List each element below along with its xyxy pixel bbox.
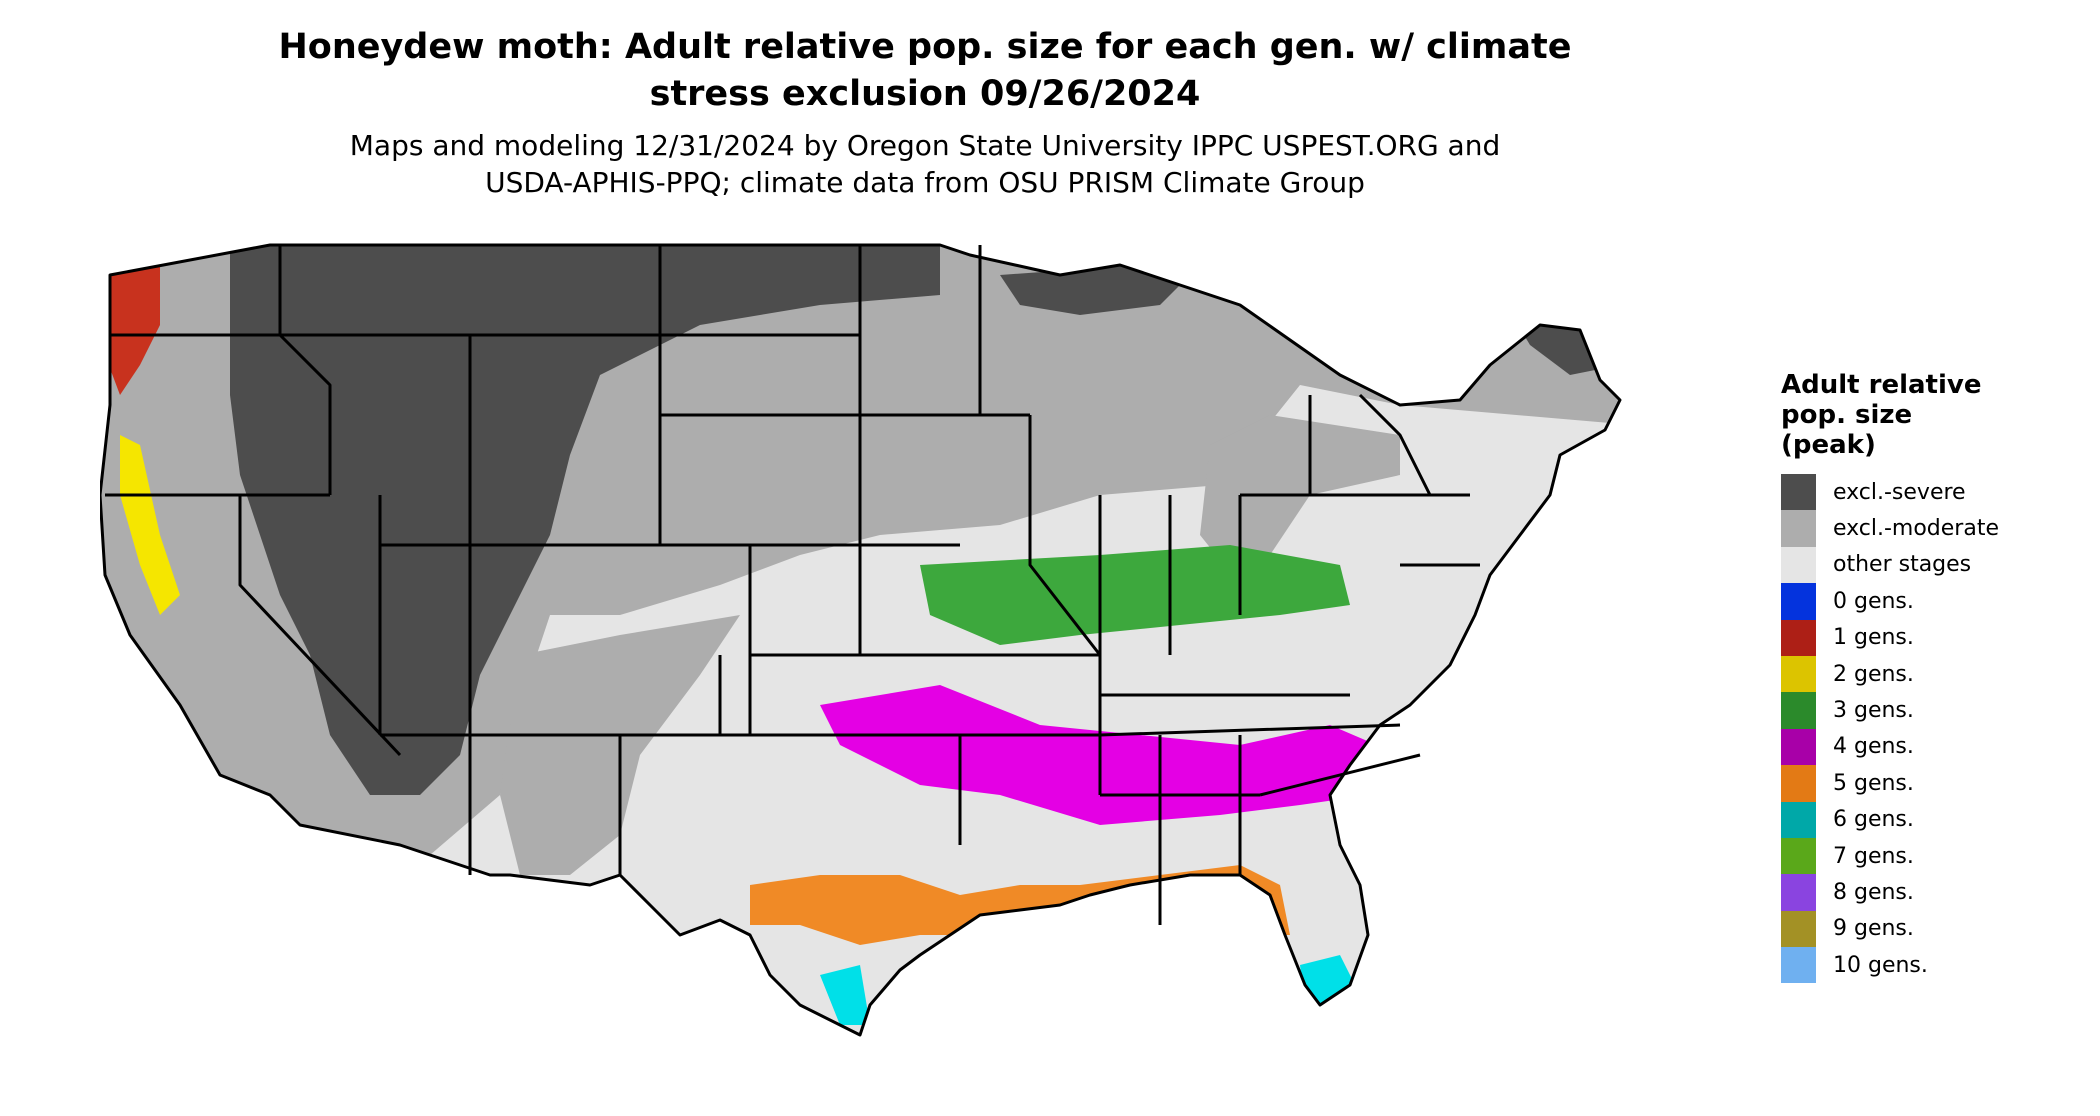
border-ut-co [380,543,472,735]
border-south [1100,735,1260,925]
legend-label: 5 gens. [1833,770,1914,796]
legend-swatch [1781,474,1816,511]
legend-item: excl.-moderate [1781,510,2081,547]
gen1-pacific-nw [105,265,160,395]
subtitle-line-2: USDA-APHIS-PPQ; climate data from OSU PR… [485,166,1365,199]
legend-swatch [1781,874,1816,911]
legend-label: 4 gens. [1833,734,1914,760]
legend-item: 4 gens. [1781,728,2081,766]
legend-label: 3 gens. [1833,698,1914,724]
legend-swatch [1781,619,1816,656]
map-subtitle: Maps and modeling 12/31/2024 by Oregon S… [0,127,1850,201]
legend-swatch [1781,801,1816,838]
gen3-central-belt [920,545,1350,645]
gen4-southern-belt [820,685,1400,825]
legend-item: 1 gens. [1781,619,2081,656]
border-midwest [1028,415,1242,656]
border-plains [660,245,960,657]
legend-swatch [1781,546,1816,584]
legend-items: excl.-severe excl.-moderate other stages 0 … [1781,474,2081,984]
legend-title-line-3: (peak) [1781,430,1876,460]
gen2-california-coast [120,435,180,615]
legend-item: excl.-severe [1781,474,2081,511]
severe-exclusion-northern-plains [230,245,940,795]
national-outline [100,243,1622,1037]
map-fill [100,245,1620,1035]
border-tn-ky [1099,693,1401,737]
legend-label: 6 gens. [1833,807,1914,833]
legend-swatch [1781,837,1816,875]
severe-exclusion-great-lakes [1000,265,1190,315]
legend-swatch [1781,510,1816,547]
legend-label: other stages [1833,552,1972,578]
legend-item: 6 gens. [1781,801,2081,838]
legend-swatch [1781,583,1816,620]
legend-item: 8 gens. [1781,874,2081,911]
legend: Adult relative pop. size (peak) excl.-se… [1781,370,2081,984]
legend-label: 7 gens. [1833,843,1914,869]
border-mn-ia [860,245,1030,417]
border-carolinas [1259,753,1421,797]
legend-label: 9 gens. [1833,916,1914,942]
subtitle-line-1: Maps and modeling 12/31/2024 by Oregon S… [349,129,1501,162]
legend-swatch [1781,910,1816,948]
state-borders [100,243,1622,1037]
border-nm [468,735,622,875]
legend-item: other stages [1781,546,2081,584]
legend-item: 3 gens. [1781,692,2081,729]
border-id-west [278,245,332,495]
legend-title: Adult relative pop. size (peak) [1781,370,2081,460]
legend-item: 9 gens. [1781,910,2081,948]
legend-label: excl.-moderate [1833,516,1999,542]
legend-item: 10 gens. [1781,947,2081,984]
title-line-2: stress exclusion 09/26/2024 [649,74,1201,114]
legend-label: 8 gens. [1833,879,1914,905]
legend-swatch [1781,692,1816,729]
title-line-1: Honeydew moth: Adult relative pop. size … [278,27,1572,67]
legend-swatch [1781,765,1816,802]
legend-label: 2 gens. [1833,661,1914,687]
border-ok-tx [718,655,962,845]
legend-label: 10 gens. [1833,952,1928,978]
legend-item: 2 gens. [1781,655,2081,693]
legend-title-line-1: Adult relative [1781,370,1982,400]
border-ca-nv [238,495,402,757]
legend-title-line-2: pop. size [1781,400,1913,430]
legend-label: 0 gens. [1833,588,1914,614]
border-dakotas [658,245,860,545]
legend-item: 7 gens. [1781,837,2081,875]
legend-swatch [1781,655,1816,693]
legend-swatch [1781,728,1816,766]
border-east [1240,393,1480,567]
legend-label: excl.-severe [1833,479,1966,505]
legend-label: 1 gens. [1833,625,1914,651]
gen6-texas-coast [820,965,870,1025]
us-map [100,243,1622,1037]
map-title: Honeydew moth: Adult relative pop. size … [0,24,1850,118]
legend-swatch [1781,947,1816,984]
legend-item: 0 gens. [1781,583,2081,620]
moderate-exclusion-appalachia [1200,415,1400,585]
legend-item: 5 gens. [1781,765,2081,802]
